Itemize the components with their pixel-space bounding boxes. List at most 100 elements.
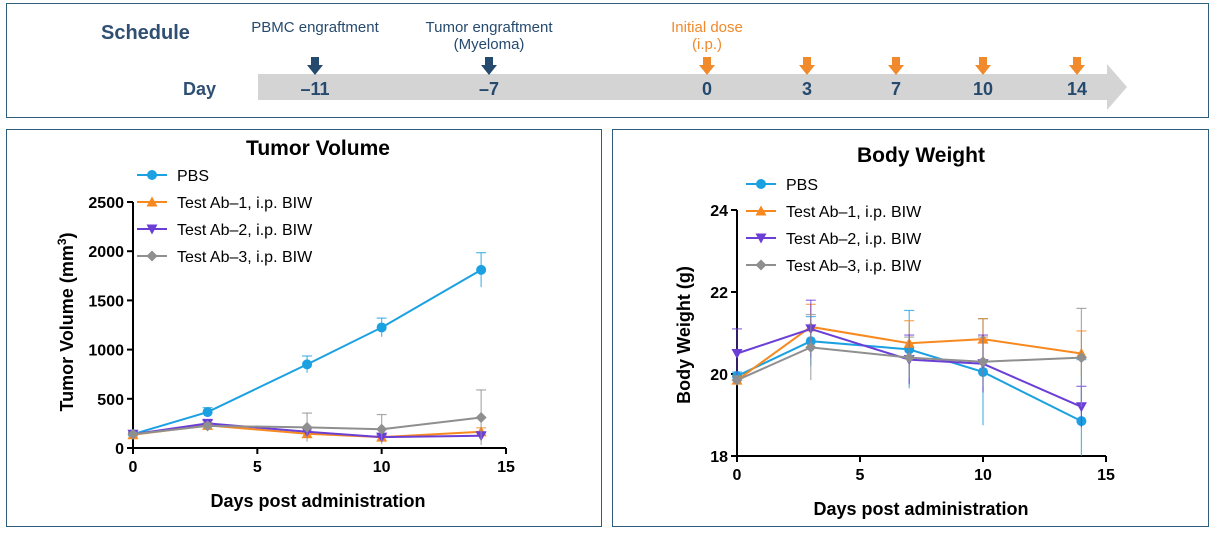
x-tick-label: 5 xyxy=(253,459,262,476)
event-day: 14 xyxy=(1067,79,1087,99)
legend-marker xyxy=(146,196,158,207)
x-axis-label: Days post administration xyxy=(210,491,425,511)
chart-title: Body Weight xyxy=(857,144,985,167)
legend-marker xyxy=(146,250,158,262)
legend-marker xyxy=(756,179,766,189)
x-tick-label: 0 xyxy=(129,459,138,476)
x-tick-label: 10 xyxy=(373,459,391,476)
event-arrow-head xyxy=(888,65,904,75)
x-tick-label: 0 xyxy=(733,467,742,484)
series-line xyxy=(132,269,482,436)
schedule-timeline: Schedule Day PBMC engraftment –11 Tumor en… xyxy=(101,19,1127,110)
body-weight-chart: Body Weight Days post administration Bod… xyxy=(674,144,1115,519)
event-arrow-head xyxy=(307,65,323,75)
data-point xyxy=(731,374,743,386)
legend-label: Test Ab–3, i.p. BIW xyxy=(177,249,313,266)
legend-marker xyxy=(755,205,767,216)
event-label: Tumor engraftment xyxy=(426,19,554,36)
body-weight-panel: Body Weight Days post administration Bod… xyxy=(612,129,1209,527)
schedule-panel: Schedule Day PBMC engraftment –11 Tumor en… xyxy=(6,3,1209,118)
schedule-event: 14 xyxy=(1067,57,1087,99)
event-arrow-shaft xyxy=(803,57,811,65)
tumor-volume-panel: Tumor Volume Days post administration Tu… xyxy=(6,129,602,527)
chart-title: Tumor Volume xyxy=(246,137,390,160)
data-point xyxy=(476,264,487,275)
series xyxy=(128,252,487,440)
legend-label: Test Ab–1, i.p. BIW xyxy=(786,204,922,221)
event-arrow-head xyxy=(699,65,715,75)
event-label: (Myeloma) xyxy=(454,36,525,53)
x-tick-label: 5 xyxy=(856,467,865,484)
legend-item: PBS xyxy=(746,177,818,194)
x-tick-label: 10 xyxy=(974,467,992,484)
legend-marker xyxy=(755,233,767,244)
event-arrow-head xyxy=(1069,65,1085,75)
legend-marker xyxy=(146,224,158,235)
data-point xyxy=(1075,402,1087,413)
data-point xyxy=(805,341,817,353)
legend-label: Test Ab–1, i.p. BIW xyxy=(177,195,313,212)
y-tick-label: 1500 xyxy=(88,293,124,310)
day-label: Day xyxy=(183,79,216,99)
legend-item: Test Ab–2, i.p. BIW xyxy=(137,222,313,239)
schedule-event: PBMC engraftment –11 xyxy=(251,19,379,99)
y-tick-label: 24 xyxy=(710,203,728,220)
event-label: PBMC engraftment xyxy=(251,19,379,36)
schedule-event: Tumor engraftment(Myeloma) –7 xyxy=(426,19,554,99)
x-axis-label: Days post administration xyxy=(813,499,1028,519)
x-tick-label: 15 xyxy=(497,459,515,476)
legend-item: Test Ab–2, i.p. BIW xyxy=(746,231,922,248)
event-arrow-head xyxy=(799,65,815,75)
data-point xyxy=(1075,352,1087,364)
tumor-volume-chart: Tumor Volume Days post administration Tu… xyxy=(55,137,515,511)
event-arrow-shaft xyxy=(703,57,711,65)
event-day: 10 xyxy=(973,79,993,99)
data-point xyxy=(301,421,313,433)
series xyxy=(127,389,487,446)
legend-label: PBS xyxy=(177,168,209,185)
legend-item: Test Ab–1, i.p. BIW xyxy=(137,195,313,212)
y-tick-label: 22 xyxy=(710,285,728,302)
data-point xyxy=(977,356,989,368)
legend-item: PBS xyxy=(137,168,209,185)
event-arrow-shaft xyxy=(485,57,493,65)
data-point xyxy=(127,428,139,440)
y-tick-label: 0 xyxy=(115,441,124,458)
event-arrow-shaft xyxy=(311,57,319,65)
schedule-event: 3 xyxy=(799,57,815,99)
data-point xyxy=(202,407,213,418)
series xyxy=(731,307,1087,407)
y-tick-label: 2000 xyxy=(88,244,124,261)
data-point xyxy=(475,411,487,423)
y-tick-label: 18 xyxy=(710,449,728,466)
event-arrow-shaft xyxy=(1073,57,1081,65)
legend-label: Test Ab–2, i.p. BIW xyxy=(177,222,313,239)
y-tick-label: 20 xyxy=(710,367,728,384)
y-tick-label: 2500 xyxy=(88,195,124,212)
legend-item: Test Ab–3, i.p. BIW xyxy=(137,249,313,266)
event-day: –7 xyxy=(479,79,499,99)
y-axis-label: Tumor Volume (mm3) xyxy=(55,232,77,411)
schedule-title: Schedule xyxy=(101,22,190,44)
data-point xyxy=(202,420,214,432)
x-tick-label: 15 xyxy=(1097,467,1115,484)
timeline-arrow xyxy=(258,64,1127,110)
event-day: –11 xyxy=(300,79,329,99)
legend-label: Test Ab–3, i.p. BIW xyxy=(786,258,922,275)
y-tick-label: 500 xyxy=(97,392,124,409)
event-arrow-head xyxy=(481,65,497,75)
event-arrow-shaft xyxy=(979,57,987,65)
legend-item: Test Ab–1, i.p. BIW xyxy=(746,204,922,221)
y-tick-label: 1000 xyxy=(88,343,124,360)
legend-item: Test Ab–3, i.p. BIW xyxy=(746,258,922,275)
y-axis-label: Body Weight (g) xyxy=(674,266,694,404)
event-day: 0 xyxy=(702,79,712,99)
legend-label: Test Ab–2, i.p. BIW xyxy=(786,231,922,248)
data-point xyxy=(903,352,915,364)
event-label: Initial dose xyxy=(671,19,743,36)
event-day: 7 xyxy=(891,79,901,99)
event-day: 3 xyxy=(802,79,812,99)
data-point xyxy=(302,359,313,370)
legend-marker xyxy=(147,170,157,180)
data-point xyxy=(376,322,387,333)
